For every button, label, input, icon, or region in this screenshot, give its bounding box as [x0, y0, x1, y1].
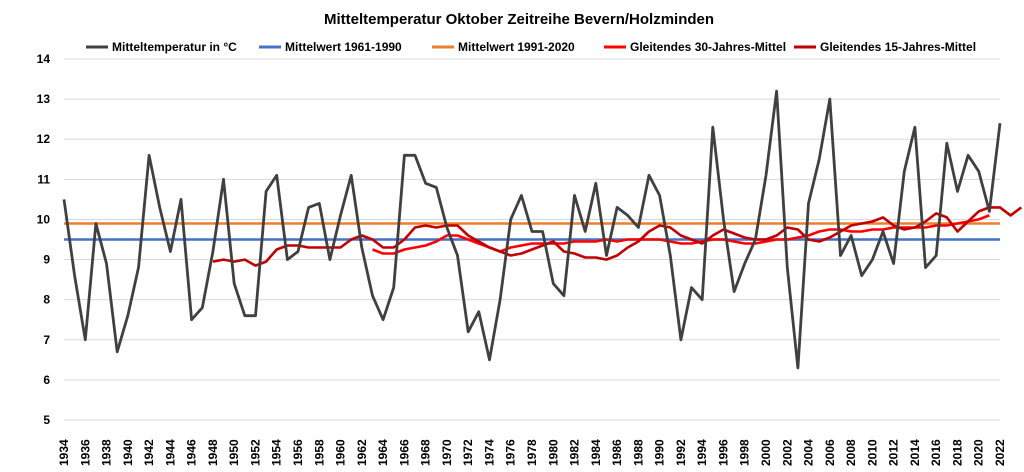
- x-tick-label: 2002: [780, 439, 794, 466]
- gridlines: [64, 58, 1000, 421]
- x-tick-label: 1998: [738, 439, 752, 466]
- x-tick-label: 2020: [972, 439, 986, 466]
- x-tick-label: 1950: [227, 439, 241, 466]
- x-tick-label: 1966: [397, 439, 411, 466]
- x-tick-label: 1964: [376, 439, 390, 466]
- x-tick-label: 1978: [525, 439, 539, 466]
- x-tick-label: 1958: [312, 439, 326, 466]
- x-tick-label: 2014: [908, 439, 922, 466]
- x-tick-label: 2000: [759, 439, 773, 466]
- x-tick-label: 1972: [461, 439, 475, 466]
- x-tick-label: 1970: [440, 439, 454, 466]
- x-tick-label: 1962: [355, 439, 369, 466]
- y-tick-label: 11: [37, 172, 50, 186]
- y-tick-label: 6: [43, 373, 50, 387]
- x-tick-label: 1940: [121, 439, 135, 466]
- series-line-4: [212, 206, 1023, 267]
- legend-label: Mittelwert 1961-1990: [285, 40, 402, 54]
- x-tick-label: 1954: [270, 439, 284, 466]
- legend: Mitteltemperatur in °C Mittelwert 1961-19…: [86, 40, 976, 54]
- x-tick-label: 2006: [823, 439, 837, 466]
- series-line-3: [372, 214, 990, 255]
- x-tick-label: 1952: [248, 439, 262, 466]
- x-tick-label: 1960: [334, 439, 348, 466]
- x-tick-label: 2012: [887, 439, 901, 466]
- x-tick-label: 1968: [419, 439, 433, 466]
- x-tick-label: 1936: [78, 439, 92, 466]
- x-tick-label: 2010: [865, 439, 879, 466]
- series-line-0: [62, 89, 1002, 370]
- legend-label: Gleitendes 30-Jahres-Mittel: [630, 40, 786, 54]
- x-tick-label: 1944: [163, 439, 177, 466]
- x-tick-label: 2016: [929, 439, 943, 466]
- x-tick-label: 1994: [695, 439, 709, 466]
- x-tick-label: 1990: [653, 439, 667, 466]
- legend-label: Gleitendes 15-Jahres-Mittel: [820, 40, 976, 54]
- x-tick-label: 1986: [610, 439, 624, 466]
- x-tick-label: 2018: [950, 439, 964, 466]
- x-tick-label: 1946: [185, 439, 199, 466]
- x-tick-label: 1982: [568, 439, 582, 466]
- y-axis-ticks: 5 6 7 8 9 10 11 12 13 14: [37, 52, 51, 427]
- x-tick-label: 2022: [993, 439, 1007, 466]
- x-tick-label: 1992: [674, 439, 688, 466]
- x-tick-label: 1988: [631, 439, 645, 466]
- x-tick-label: 1980: [546, 439, 560, 466]
- y-tick-label: 5: [43, 413, 50, 427]
- x-tick-label: 2008: [844, 439, 858, 466]
- x-tick-label: 1948: [206, 439, 220, 466]
- legend-label: Mittelwert 1991-2020: [458, 40, 575, 54]
- x-tick-label: 1934: [57, 439, 71, 466]
- legend-label: Mitteltemperatur in °C: [112, 40, 237, 54]
- chart-title: Mitteltemperatur Oktober Zeitreihe Bever…: [324, 11, 714, 28]
- y-tick-label: 7: [43, 333, 50, 347]
- x-axis-ticks: 1934 1936 1938 1940 1942 1944 1946 1948 1950 1952…: [57, 439, 1007, 466]
- series-lines: [62, 89, 1023, 370]
- x-tick-label: 1938: [100, 439, 114, 466]
- y-tick-label: 10: [37, 212, 51, 226]
- y-tick-label: 12: [37, 132, 51, 146]
- x-tick-label: 1984: [589, 439, 603, 466]
- y-tick-label: 9: [43, 253, 50, 267]
- y-tick-label: 14: [37, 52, 51, 66]
- x-tick-label: 1956: [291, 439, 305, 466]
- x-tick-label: 1976: [504, 439, 518, 466]
- x-tick-label: 1996: [716, 439, 730, 466]
- x-tick-label: 1974: [482, 439, 496, 466]
- x-tick-label: 1942: [142, 439, 156, 466]
- x-tick-label: 2004: [802, 439, 816, 466]
- y-tick-label: 8: [43, 293, 50, 307]
- y-tick-label: 13: [37, 92, 51, 106]
